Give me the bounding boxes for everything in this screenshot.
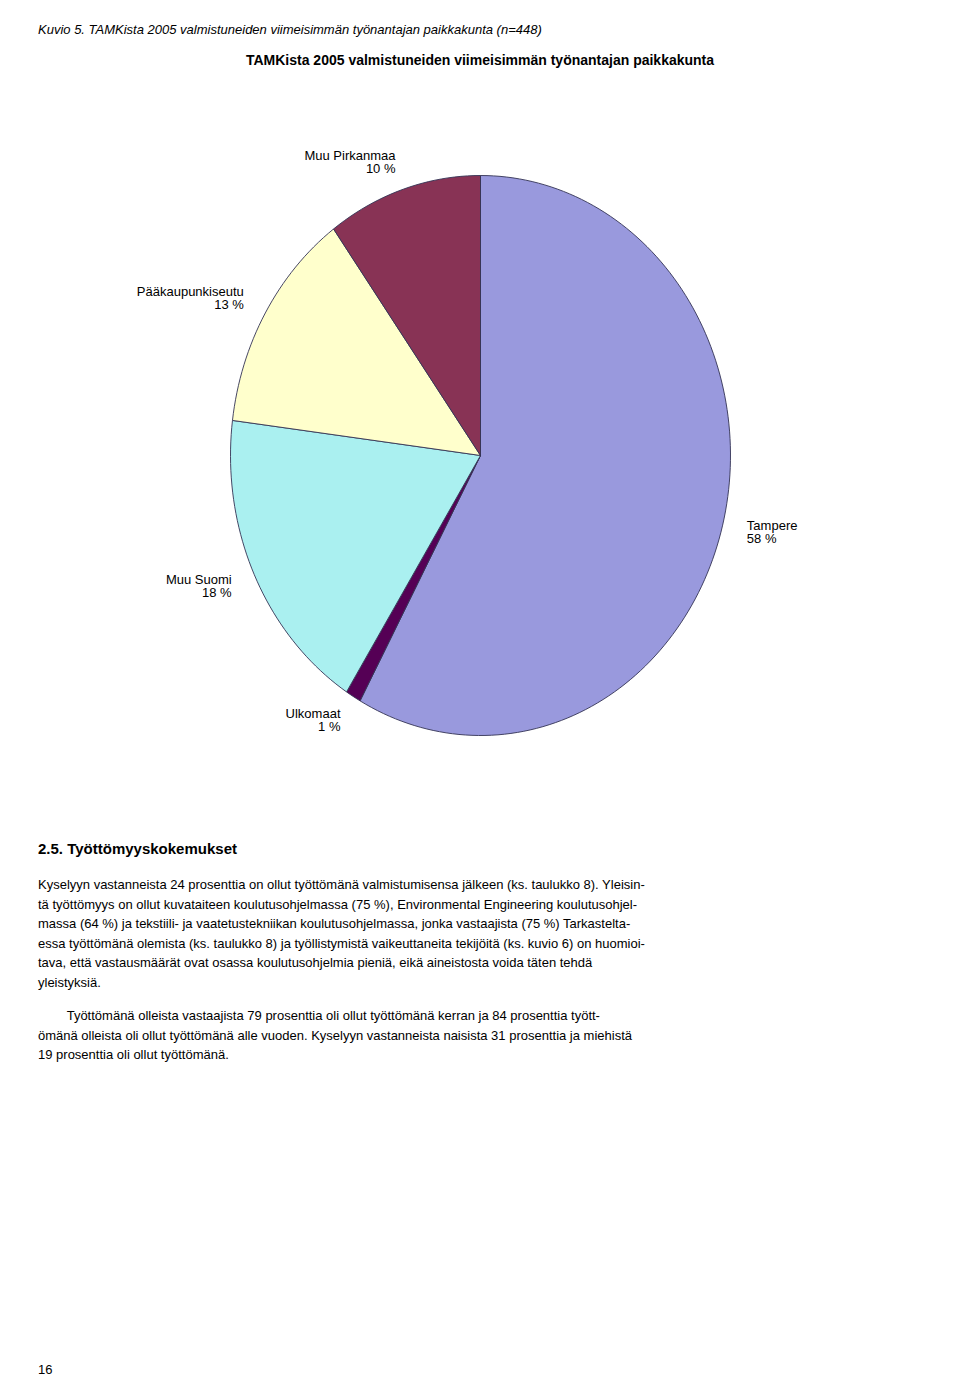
svg-text:Pääkaupunkiseutu13 %: Pääkaupunkiseutu13 % (137, 284, 244, 312)
html-text:Työttömänä olleista vastaajist: Työttömänä olleista vastaajista 79 prose… (38, 1008, 632, 1062)
svg-text:Tampere58 %: Tampere58 % (747, 518, 798, 546)
html-text:Kuvio 5. TAMKista 2005 valmist: Kuvio 5. TAMKista 2005 valmistuneiden vi… (38, 22, 542, 37)
html-text:TAMKista 2005 valmistuneiden v: TAMKista 2005 valmistuneiden viimeisimmä… (245, 52, 715, 68)
html-text:2.5. Työttömyyskokemukset: 2.5. Työttömyyskokemukset (38, 840, 237, 857)
svg-text:Muu Pirkanmaa10 %: Muu Pirkanmaa10 % (304, 148, 396, 176)
svg-text:Muu Suomi18 %: Muu Suomi18 % (166, 572, 232, 600)
html-text:16: 16 (38, 1362, 53, 1377)
svg-text:Ulkomaat1 %: Ulkomaat1 % (286, 706, 341, 734)
html-text:Kyselyyn vastanneista 24 prose: Kyselyyn vastanneista 24 prosenttia on o… (38, 877, 645, 990)
